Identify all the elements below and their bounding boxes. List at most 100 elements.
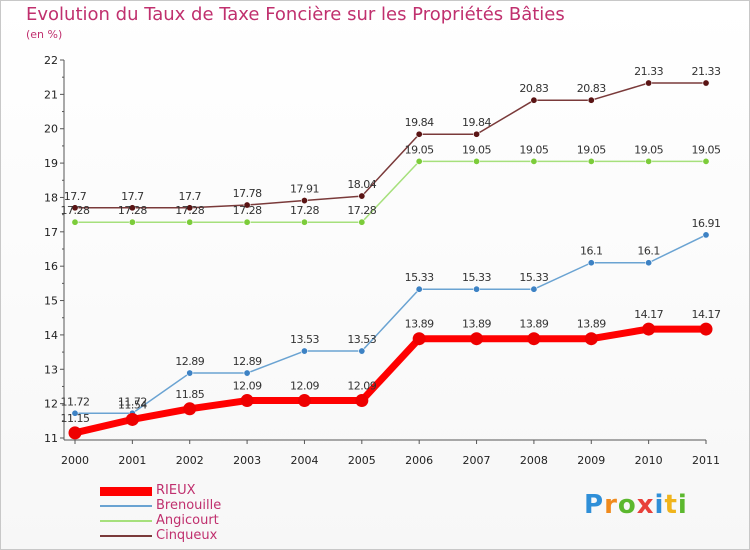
data-label-cinqueux: 21.33 xyxy=(692,65,721,78)
data-label-cinqueux: 18.04 xyxy=(347,178,376,191)
data-label-rieux: 13.89 xyxy=(462,318,491,331)
chart-subtitle: (en %) xyxy=(26,28,63,41)
data-label-rieux: 12.09 xyxy=(347,380,376,393)
data-label-angicourt: 19.05 xyxy=(405,143,434,156)
x-tick-label: 2001 xyxy=(118,454,146,467)
y-tick-label: 11 xyxy=(44,432,58,445)
series-line-brenouille xyxy=(74,234,707,415)
data-label-brenouille: 13.53 xyxy=(290,333,319,346)
data-point-cinqueux xyxy=(128,204,136,212)
legend-item-cinqueux: Cinqueux xyxy=(100,529,221,543)
data-label-rieux: 14.17 xyxy=(634,308,663,321)
data-point-angicourt xyxy=(473,157,481,165)
x-tick-label: 2008 xyxy=(520,454,548,467)
data-point-brenouille xyxy=(587,259,595,267)
data-point-rieux xyxy=(355,394,369,408)
data-point-brenouille xyxy=(300,347,308,355)
legend-label-brenouille: Brenouille xyxy=(156,498,222,513)
data-point-cinqueux xyxy=(71,204,79,212)
legend-swatch-angicourt xyxy=(100,520,152,522)
data-label-rieux: 12.09 xyxy=(290,380,319,393)
data-point-angicourt xyxy=(587,157,595,165)
data-label-rieux: 11.54 xyxy=(118,398,147,411)
legend-item-rieux: RIEUX xyxy=(100,484,221,498)
legend-label-angicourt: Angicourt xyxy=(156,513,219,528)
data-point-rieux xyxy=(68,426,82,440)
data-label-rieux: 13.89 xyxy=(519,318,548,331)
data-label-rieux: 11.85 xyxy=(175,388,204,401)
x-tick-label: 2005 xyxy=(348,454,376,467)
legend-item-brenouille: Brenouille xyxy=(100,499,221,513)
x-tick-label: 2010 xyxy=(635,454,663,467)
data-point-cinqueux xyxy=(702,79,710,87)
data-label-rieux: 13.89 xyxy=(577,318,606,331)
data-point-brenouille xyxy=(473,285,481,293)
data-point-angicourt xyxy=(358,218,366,226)
data-point-cinqueux xyxy=(415,130,423,138)
data-label-angicourt: 19.05 xyxy=(462,143,491,156)
y-tick-label: 14 xyxy=(44,329,58,342)
data-point-angicourt xyxy=(645,157,653,165)
data-point-angicourt xyxy=(415,157,423,165)
y-tick-label: 18 xyxy=(44,191,58,204)
y-tick-label: 17 xyxy=(44,226,58,239)
data-point-brenouille xyxy=(415,285,423,293)
data-label-angicourt: 17.28 xyxy=(175,204,204,217)
x-tick-label: 2000 xyxy=(61,454,89,467)
data-label-angicourt: 19.05 xyxy=(634,143,663,156)
data-label-brenouille: 15.33 xyxy=(519,271,548,284)
data-label-brenouille: 16.1 xyxy=(580,245,603,258)
data-point-rieux xyxy=(584,332,598,346)
data-label-brenouille: 15.33 xyxy=(462,271,491,284)
y-tick-label: 13 xyxy=(44,363,58,376)
legend-swatch-brenouille xyxy=(100,505,152,507)
legend: RIEUX Brenouille Angicourt Cinqueux xyxy=(100,484,221,544)
data-label-brenouille: 12.89 xyxy=(233,355,262,368)
data-point-rieux xyxy=(699,322,713,336)
legend-swatch-rieux xyxy=(100,486,152,496)
chart-title: Evolution du Taux de Taxe Foncière sur l… xyxy=(26,4,565,25)
series-line-cinqueux xyxy=(74,82,707,209)
data-point-rieux xyxy=(240,394,254,408)
x-tick-label: 2002 xyxy=(176,454,204,467)
data-label-cinqueux: 19.84 xyxy=(462,116,491,129)
data-label-cinqueux: 19.84 xyxy=(405,116,434,129)
x-tick-label: 2004 xyxy=(290,454,318,467)
data-point-rieux xyxy=(527,332,541,346)
data-label-rieux: 14.17 xyxy=(692,308,721,321)
data-label-brenouille: 11.72 xyxy=(118,395,147,408)
data-point-angicourt xyxy=(128,218,136,226)
data-point-cinqueux xyxy=(358,192,366,200)
legend-label-cinqueux: Cinqueux xyxy=(156,528,218,543)
data-label-cinqueux: 17.78 xyxy=(233,187,262,200)
data-label-rieux: 13.89 xyxy=(405,318,434,331)
data-point-brenouille xyxy=(530,285,538,293)
data-label-rieux: 12.09 xyxy=(233,380,262,393)
data-label-angicourt: 17.28 xyxy=(290,204,319,217)
data-point-rieux xyxy=(297,394,311,408)
series-line-rieux xyxy=(71,325,710,437)
data-point-cinqueux xyxy=(587,96,595,104)
data-point-brenouille xyxy=(645,259,653,267)
data-label-brenouille: 12.89 xyxy=(175,355,204,368)
data-label-rieux: 11.15 xyxy=(61,412,90,425)
x-tick-label: 2003 xyxy=(233,454,261,467)
y-tick-label: 19 xyxy=(44,157,58,170)
data-point-angicourt xyxy=(300,218,308,226)
data-point-brenouille xyxy=(186,369,194,377)
data-label-angicourt: 17.28 xyxy=(118,204,147,217)
proxiti-logo: Proxiti xyxy=(584,490,688,520)
data-point-brenouille xyxy=(702,231,710,239)
data-point-rieux xyxy=(183,402,197,416)
data-label-cinqueux: 17.91 xyxy=(290,183,319,196)
data-point-cinqueux xyxy=(473,130,481,138)
data-point-rieux xyxy=(412,332,426,346)
data-point-cinqueux xyxy=(186,204,194,212)
data-point-brenouille xyxy=(71,409,79,417)
data-point-angicourt xyxy=(71,218,79,226)
x-tick-label: 2007 xyxy=(463,454,491,467)
data-point-rieux xyxy=(470,332,484,346)
data-label-angicourt: 17.28 xyxy=(347,204,376,217)
data-label-angicourt: 17.28 xyxy=(233,204,262,217)
data-point-brenouille xyxy=(243,369,251,377)
